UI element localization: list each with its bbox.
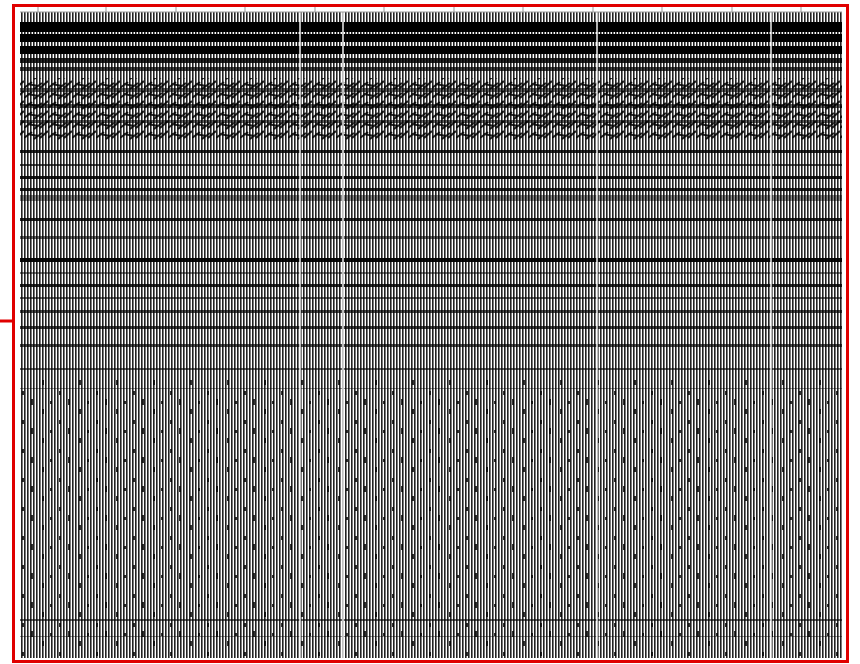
reflector (20, 636, 842, 637)
reflector (20, 344, 842, 347)
reflectors (20, 150, 842, 637)
reflector (20, 272, 842, 274)
reflector (20, 150, 842, 153)
reflector (20, 218, 842, 221)
reflector (20, 326, 842, 329)
selection-frame (12, 4, 849, 663)
reflector (20, 388, 842, 389)
band (20, 104, 842, 108)
deep-noise (20, 380, 842, 658)
reflector (20, 236, 842, 239)
top-bands (20, 22, 842, 71)
band (20, 34, 842, 42)
band (20, 88, 842, 92)
trace-gaps (299, 12, 772, 658)
band (20, 120, 842, 123)
reflector (20, 310, 842, 313)
reflector (20, 195, 842, 201)
band (20, 22, 842, 32)
section (20, 12, 842, 658)
band (20, 58, 842, 63)
reflector (20, 258, 842, 262)
reflector (20, 188, 842, 191)
noisy-zone (20, 78, 842, 140)
band (20, 67, 842, 71)
reflector (20, 176, 842, 179)
band (20, 46, 842, 54)
reflector (20, 284, 842, 287)
noisy-bands (20, 88, 842, 123)
reflector (20, 619, 842, 621)
reflector (20, 164, 842, 166)
reflector (20, 297, 842, 299)
reflector (20, 368, 842, 370)
